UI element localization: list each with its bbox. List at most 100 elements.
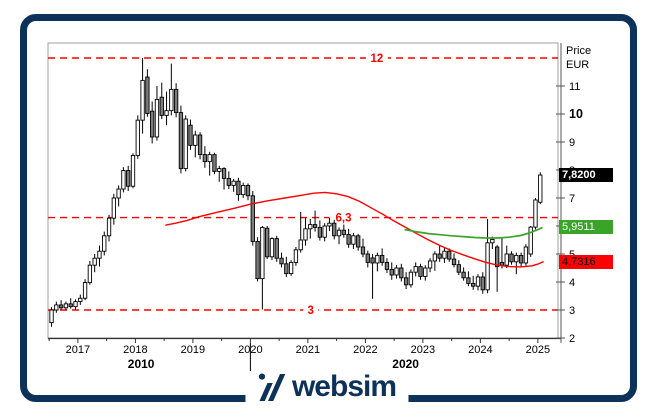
candle-body-up [308,224,313,230]
candle-body-down [126,170,131,187]
long-moving-average-line [165,191,544,268]
x-tick-label-2018: 2018 [123,344,147,356]
candle-body-up [130,154,136,187]
candle-body-down [341,229,346,235]
candle-body-down [332,222,337,237]
candle-body-down [197,134,203,156]
x-tick-label-2022: 2022 [353,344,377,356]
candle-body-up [298,239,303,251]
candle-body-up [121,170,126,190]
candle-body-up [106,217,112,237]
candle-body-down [370,257,375,264]
candle-body-up [293,249,299,263]
candle-body-down [284,263,289,275]
candle-body-down [380,254,385,263]
short-ma-price-label: 5,9511 [559,220,613,235]
candle-body-down [346,233,351,245]
candle-body-up [475,276,481,287]
candle-body-up [63,303,69,309]
candle-body-down [437,253,442,259]
candle-body-down [312,224,318,228]
candle-body-down [418,266,423,277]
candle-body-down [188,124,193,146]
candle-body-up [154,98,160,138]
candle-body-up [528,226,533,255]
y-tick-label-10: 10 [569,107,583,121]
candle-body-down [518,254,524,264]
candle-body-up [78,297,83,303]
x-tick-label-2024: 2024 [468,344,492,356]
hline-label-6,3: 6,3 [336,213,352,225]
candle-body-down [279,257,284,265]
decade-label-2020: 2020 [392,357,419,371]
y-tick-label-11: 11 [569,81,580,93]
candle-body-down [159,96,164,116]
hline-label-12: 12 [370,53,383,65]
candle-body-up [140,79,145,121]
candle-body-down [202,154,208,163]
y-tick-label-2: 2 [569,333,575,345]
plot-border [47,42,559,339]
candle-body-down [494,246,500,268]
y-tick-label-9: 9 [569,137,575,149]
short-moving-average-line [404,226,543,239]
candle-body-down [456,264,461,273]
candle-body-down [360,246,366,255]
candle-body-up [217,168,222,172]
price-axis-title: Price EUR [566,44,591,72]
candle-body-up [269,238,275,258]
candle-body-up [442,250,447,259]
candle-body-down [403,277,409,286]
y-tick-label-7: 7 [569,193,575,205]
x-tick-label-2023: 2023 [411,344,435,356]
x-axis: 2017 2018 2019 2020 2021 2022 2023 2024 2025 [48,337,561,386]
candle-body-down [212,154,217,172]
candle-body-down [236,180,241,196]
candle-body-up [116,188,121,199]
y-axis: 234567891011 [556,43,583,345]
candle-body-up [183,118,188,170]
candle-body-up [336,229,342,237]
candle-body-down [389,268,394,276]
candle-body-up [193,134,198,146]
last-price-label: 7,8200 [559,168,613,183]
candle-body-down [317,226,323,238]
candle-body-down [480,276,485,291]
candle-body-up [533,199,538,228]
candle-body-down [58,304,64,309]
candle-body-down [250,195,255,242]
candle-body-up [97,250,102,259]
candle-body-up [164,110,169,116]
candle-body-up [207,154,212,163]
candle-body-up [135,119,140,156]
candle-body-down [356,235,361,248]
candles-layer [49,58,543,327]
candle-body-up [523,246,529,264]
candle-body-down [447,250,452,260]
websim-logo-text: websim [291,370,397,403]
candle-body-up [423,267,428,277]
candle-body-up [169,88,174,112]
candle-body-up [327,222,332,227]
candle-body-up [87,264,93,284]
candle-body-down [255,240,260,280]
candle-body-down [274,238,279,259]
candle-body-down [399,267,404,279]
hlines-layer: 126,33 [48,51,558,318]
candle-body-up [231,180,236,186]
candle-body-up [73,301,78,308]
hline-label-3: 3 [308,305,314,317]
candle-body-up [351,235,356,245]
candle-body-up [54,304,59,311]
candle-body-down [365,253,370,263]
candle-body-up [241,184,246,196]
candle-body-up [303,228,308,241]
y-tick-label-4: 4 [569,277,575,289]
websim-logo: websim [244,370,409,403]
candle-body-up [322,225,327,238]
candle-body-up [49,309,54,324]
candle-body-down [509,253,514,263]
candle-body-down [150,110,155,138]
candle-body-down [499,261,505,266]
